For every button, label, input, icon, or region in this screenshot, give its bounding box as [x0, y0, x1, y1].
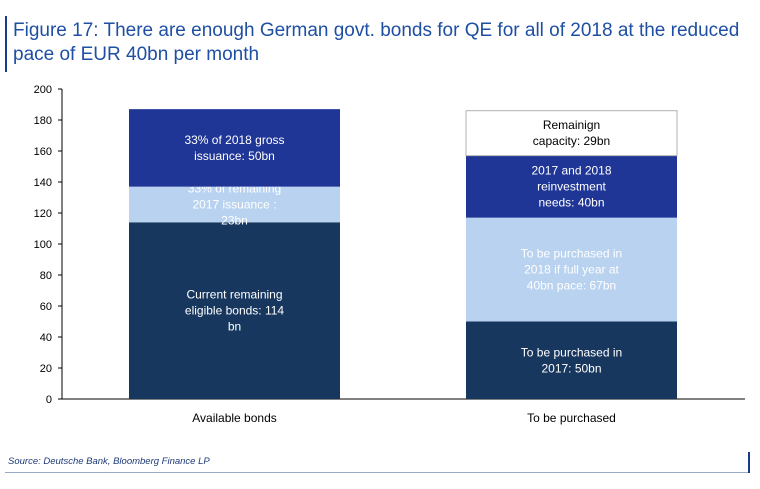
bar-segment — [129, 222, 340, 399]
y-tick-label: 100 — [34, 239, 52, 251]
bottom-right-accent — [748, 452, 750, 473]
segment-label: Current remaining eligible bonds: 114 bn — [185, 288, 285, 334]
segment-label: Remainign capacity: 29bn — [533, 118, 610, 148]
segment-label: To be purchased in 2018 if full year at 40… — [521, 247, 622, 293]
y-tick-label: 40 — [40, 332, 52, 344]
y-tick-label: 160 — [34, 146, 52, 158]
bar-segment — [466, 217, 677, 322]
y-tick-label: 60 — [40, 301, 52, 313]
chart-title: Figure 17: There are enough German govt.… — [13, 20, 740, 65]
y-tick-label: 180 — [34, 115, 52, 127]
source-note: Source: Deutsche Bank, Bloomberg Finance… — [8, 456, 210, 467]
bar-segment — [466, 321, 677, 399]
y-tick-label: 80 — [40, 270, 52, 282]
bar-segment — [129, 109, 340, 187]
bar-segment — [129, 186, 340, 223]
y-tick-label: 140 — [34, 177, 52, 189]
bar-segment — [465, 110, 678, 157]
bar-segment — [466, 155, 677, 218]
segment-label: 33% of 2018 gross issuance: 50bn — [184, 133, 284, 163]
x-category-label: Available bonds — [192, 411, 277, 425]
y-tick-label: 0 — [46, 394, 52, 406]
x-category-label: To be purchased — [527, 411, 616, 425]
title-block: Figure 17: There are enough German govt.… — [5, 16, 752, 72]
segment-label: To be purchased in 2017: 50bn — [521, 345, 622, 375]
y-tick-label: 200 — [34, 84, 52, 96]
y-tick-label: 20 — [40, 363, 52, 375]
bottom-rule — [5, 472, 750, 473]
segment-label: 2017 and 2018 reinvestment needs: 40bn — [531, 164, 611, 210]
y-tick-label: 120 — [34, 208, 52, 220]
